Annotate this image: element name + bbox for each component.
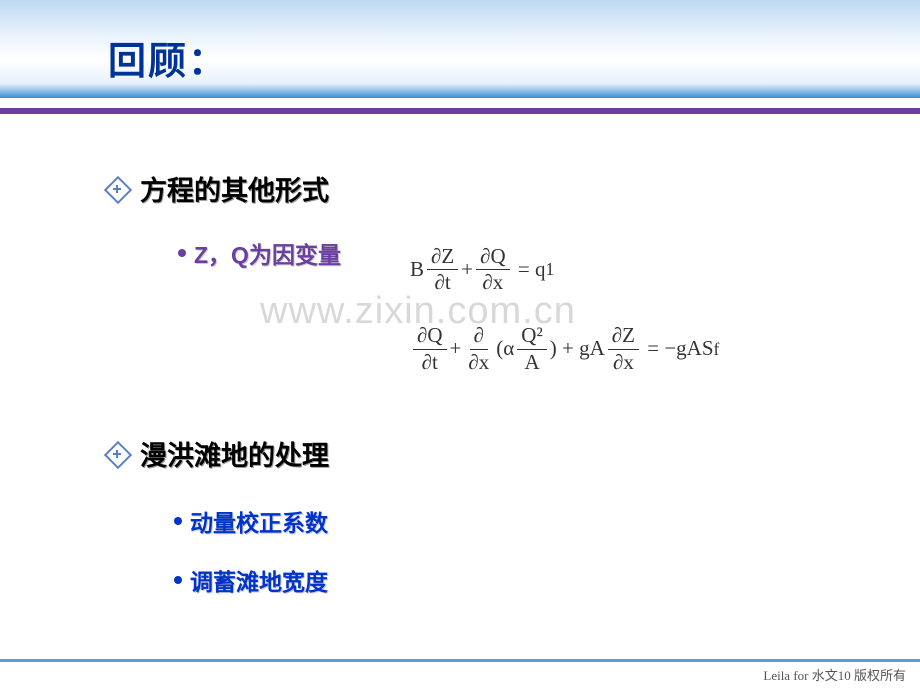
diamond-icon [108, 180, 126, 198]
sub-text: 调蓄滩地宽度 [190, 563, 328, 597]
eq-fraction: ∂Z ∂t [427, 244, 458, 295]
equation-1: B ∂Z ∂t + ∂Q ∂x = q1 [410, 244, 719, 295]
sub-bullet-2-1: 动量校正系数 [174, 504, 328, 538]
dot-icon [174, 517, 182, 525]
eq-fraction: ∂Q ∂x [476, 244, 510, 295]
sub-bullet-2-2: 调蓄滩地宽度 [174, 563, 328, 597]
heading-text: 方程的其他形式 [140, 169, 329, 208]
eq-gA: gA [579, 336, 605, 361]
eq-op: + [461, 257, 473, 282]
eq-sub: f [714, 339, 720, 360]
footer-text: Leila for 水文10 版权所有 [763, 665, 906, 684]
eq-rhs: −gAS [664, 336, 713, 361]
dot-icon [178, 249, 186, 257]
dot-icon [174, 576, 182, 584]
eq-term: B [410, 257, 424, 282]
eq-fraction: Q² A [517, 323, 546, 374]
divider-line [0, 108, 920, 114]
slide-title: 回顾： [108, 30, 228, 85]
eq-fraction: ∂Q ∂t [413, 323, 447, 374]
footer-line [0, 659, 920, 662]
eq-op: = [642, 336, 664, 361]
eq-fraction: ∂ ∂x [464, 323, 493, 374]
eq-op: ( [496, 336, 503, 361]
sub-text: Z，Q为因变量 [194, 236, 341, 270]
heading-text: 漫洪滩地的处理 [140, 434, 329, 473]
sub-bullet-1-1: Z，Q为因变量 [178, 236, 341, 270]
bullet-heading-1: 方程的其他形式 [108, 169, 329, 208]
diamond-icon [108, 445, 126, 463]
eq-fraction: ∂Z ∂x [608, 323, 639, 374]
eq-alpha: α [503, 336, 514, 361]
equation-2: ∂Q ∂t + ∂ ∂x ( α Q² A ) + gA ∂Z ∂x = −gA… [410, 323, 719, 374]
equation-block: B ∂Z ∂t + ∂Q ∂x = q1 ∂Q ∂t + ∂ ∂x ( α Q²… [410, 244, 719, 403]
eq-op: ) + [550, 336, 579, 361]
eq-op: = [513, 257, 535, 282]
eq-op: + [450, 336, 462, 361]
sub-text: 动量校正系数 [190, 504, 328, 538]
header-band: 回顾： [0, 0, 920, 98]
eq-sub: 1 [545, 259, 554, 280]
bullet-heading-2: 漫洪滩地的处理 [108, 434, 329, 473]
eq-rhs: q [535, 257, 546, 282]
